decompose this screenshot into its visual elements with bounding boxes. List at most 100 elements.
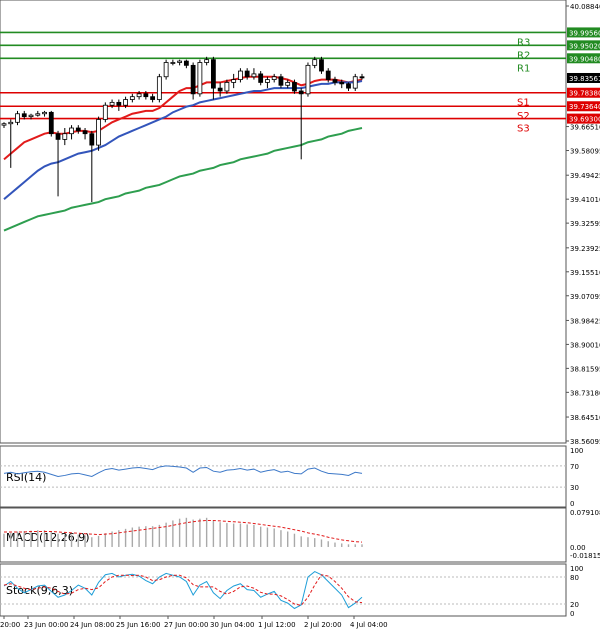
candle <box>129 93 135 103</box>
candle <box>62 128 68 146</box>
candle-body-bear <box>143 93 149 98</box>
level-price-tag <box>567 113 600 124</box>
candle-body-bear <box>332 79 338 83</box>
candle <box>170 59 176 66</box>
macd-tick-label: 0.00 <box>570 544 586 552</box>
candle <box>298 88 304 160</box>
time-tick-label: 30 Jun 04:00 <box>210 621 254 629</box>
candle <box>197 59 203 97</box>
candle <box>183 59 189 69</box>
candle-body-bear <box>258 73 264 83</box>
candle <box>35 110 41 117</box>
candle <box>292 79 297 94</box>
price-tick-label: 39.07095 <box>570 293 600 301</box>
candle-body-bear <box>116 101 122 106</box>
candle-body-bear <box>244 70 250 78</box>
current-price-tag <box>567 72 600 83</box>
level-price-tag <box>567 87 600 98</box>
candle <box>109 99 115 109</box>
candle-body-bear <box>150 96 156 100</box>
candle-body-bull <box>271 76 277 80</box>
time-tick-label: 20:00 <box>0 621 20 629</box>
candle <box>8 119 14 168</box>
stochastic-tick-label: 0 <box>570 610 574 618</box>
macd-signal-line <box>4 519 363 543</box>
rsi-tick-label: 0 <box>570 500 574 508</box>
pivot-levels: R3 R2 R1 S1 S2 S3 <box>0 31 566 135</box>
candle-body-bull <box>204 59 210 63</box>
stochastic-tick-label: 80 <box>570 574 579 582</box>
candle <box>69 125 74 140</box>
price-tick-label: 39.32595 <box>570 220 600 228</box>
candle-body-bull <box>69 127 74 135</box>
rsi-label: RSI(14) <box>6 471 46 484</box>
ma-line <box>3 80 363 200</box>
candle <box>1 122 7 129</box>
candle-body-bull <box>231 79 237 83</box>
level-price-tag-text: 39.73640 <box>569 103 600 111</box>
level-label-s1: S1 <box>517 98 530 109</box>
time-tick-label: 24 Jun 08:00 <box>70 621 114 629</box>
price-axis: 40.08840 39.66510 39.58095 39.49425 39.41010… <box>566 3 600 446</box>
candle <box>42 110 47 117</box>
candle <box>190 62 196 100</box>
candle-body-bear <box>82 130 88 135</box>
stochastic-d-line <box>3 574 363 606</box>
price-tick-label: 38.73180 <box>570 389 600 397</box>
candle-body-bull <box>123 99 128 106</box>
candles <box>1 56 365 203</box>
candle-body-bull <box>102 104 108 120</box>
macd-panel: MACD(12,26,9) 0.079108 0.00-0.018159 <box>0 507 600 563</box>
candle-body-bear <box>359 76 365 79</box>
candle-body-bull <box>352 76 358 89</box>
candle-body-bull <box>197 62 203 95</box>
rsi-tick-label: 30 <box>570 484 579 492</box>
candle <box>325 68 331 83</box>
candle-body-bear <box>298 90 304 95</box>
level-label-r2: R2 <box>517 50 530 61</box>
candle <box>116 99 122 111</box>
time-tick-label: 25 Jun 16:00 <box>116 621 160 629</box>
candle <box>339 79 345 89</box>
candle-body-bear <box>217 87 223 92</box>
level-label-s2: S2 <box>517 111 530 122</box>
candle-body-bear <box>210 59 216 89</box>
candle <box>271 73 277 83</box>
candle-body-bull <box>136 93 142 98</box>
candle <box>163 59 169 80</box>
candle <box>346 82 351 91</box>
candle <box>359 73 365 80</box>
candle <box>48 110 54 137</box>
candle <box>21 110 27 120</box>
candle-body-bear <box>21 113 27 118</box>
candle-body-bear <box>325 70 331 80</box>
price-tick-label: 40.08840 <box>570 3 600 11</box>
level-price-tag <box>567 101 600 112</box>
candle <box>75 125 81 134</box>
macd-label: MACD(12,26,9) <box>6 531 90 544</box>
rsi-panel-frame <box>0 445 567 508</box>
candle-body-bull <box>1 123 7 126</box>
candle <box>156 73 162 103</box>
ma-line <box>3 127 363 232</box>
candle-body-bull <box>170 62 176 64</box>
level-price-tag <box>567 53 600 64</box>
candle-body-bear <box>319 59 324 72</box>
level-price-tag-text: 39.69300 <box>569 116 600 124</box>
price-tick-label: 39.41010 <box>570 196 600 204</box>
candle-body-bull <box>129 96 135 100</box>
candle <box>352 73 358 91</box>
time-axis: 20:00 23 Jun 00:00 24 Jun 08:00 25 Jun 16:0… <box>0 616 388 629</box>
candle <box>28 113 34 120</box>
candle-body-bull <box>96 119 101 146</box>
candle-body-bear <box>48 111 54 135</box>
candle <box>258 71 264 86</box>
time-tick-label: 4 Jul 04:00 <box>350 621 388 629</box>
stochastic-tick-label: 100 <box>570 565 583 573</box>
level-price-tags: 39.99560 39.95020 39.90480 39.78380 39.73640… <box>567 27 600 124</box>
price-tick-label: 39.15510 <box>570 269 600 277</box>
time-tick-label: 2 Jul 20:00 <box>304 621 342 629</box>
candle-body-bear <box>292 82 297 92</box>
